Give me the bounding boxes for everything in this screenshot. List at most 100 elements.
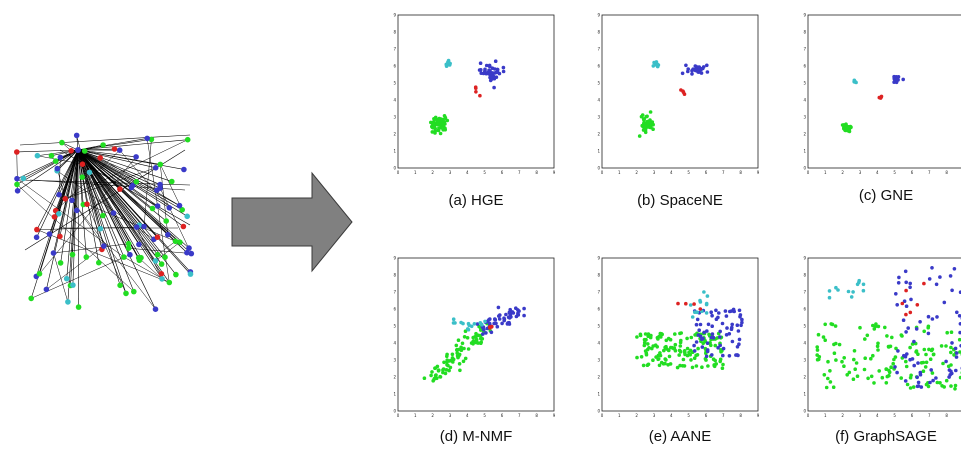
data-point-green: [854, 361, 859, 365]
graph-node: [56, 211, 62, 217]
data-point-green: [834, 341, 838, 346]
graph-node: [100, 142, 106, 148]
graph-edge: [36, 149, 79, 230]
graph-node: [14, 175, 20, 182]
y-tick-label: 1: [803, 149, 806, 154]
data-point-green: [944, 378, 949, 383]
scatter-points: [429, 58, 506, 136]
data-point-blue: [488, 317, 492, 321]
x-tick-label: 1: [824, 170, 827, 175]
graph-node: [158, 271, 165, 277]
graph-edge: [60, 149, 79, 263]
x-tick-label: 8: [739, 413, 742, 418]
x-tick-label: 4: [670, 413, 673, 418]
y-tick-label: 4: [393, 98, 396, 103]
x-tick-label: 3: [449, 413, 452, 418]
data-point-red: [478, 93, 482, 98]
data-point-blue: [710, 353, 714, 357]
x-tick-label: 0: [807, 170, 810, 175]
data-point-blue: [740, 320, 744, 325]
data-point-blue: [919, 385, 924, 389]
data-point-green: [824, 385, 829, 390]
data-point-blue: [701, 336, 705, 341]
data-point-red: [904, 312, 908, 317]
data-point-green: [833, 324, 838, 328]
data-point-green: [437, 117, 442, 121]
data-point-green: [862, 367, 867, 372]
x-tick-label: 4: [466, 413, 469, 418]
x-tick-label: 8: [739, 170, 742, 175]
graph-node: [180, 223, 187, 230]
data-point-cyan: [827, 295, 832, 300]
right-arrow-icon: [231, 171, 353, 273]
graph-node: [48, 152, 55, 159]
data-point-green: [643, 332, 648, 336]
data-point-green: [429, 373, 433, 378]
data-point-blue: [704, 354, 709, 359]
x-tick-label: 2: [431, 413, 434, 418]
y-tick-label: 8: [597, 273, 600, 278]
data-point-green: [640, 113, 645, 117]
data-point-green: [474, 331, 478, 336]
data-point-green: [832, 351, 837, 356]
data-point-green: [447, 368, 451, 373]
graph-node: [84, 201, 90, 207]
data-point-green: [718, 357, 723, 362]
data-point-blue: [698, 322, 703, 327]
data-point-blue: [958, 290, 961, 294]
data-point-green: [899, 376, 903, 380]
data-point-blue: [720, 321, 725, 326]
data-point-green: [949, 363, 953, 367]
data-point-green: [673, 342, 678, 347]
data-point-green: [704, 358, 708, 362]
data-point-blue: [916, 384, 921, 388]
graph-node: [152, 165, 159, 171]
data-point-green: [663, 345, 667, 350]
graph-node: [141, 223, 147, 230]
graph-node: [154, 251, 161, 258]
data-point-blue: [958, 330, 961, 335]
data-point-blue: [737, 337, 742, 342]
data-point-blue: [690, 72, 694, 76]
data-point-blue: [935, 315, 939, 319]
data-point-green: [662, 348, 666, 353]
y-tick-label: 8: [803, 30, 806, 35]
graph-edge: [53, 252, 69, 303]
data-point-blue: [489, 330, 494, 335]
data-point-green: [656, 357, 661, 361]
graph-edge: [77, 149, 172, 182]
scatter-panel-1: 0 1 2 3 4 5 6 7 8 9 0 1 2 3 4 5 6 7 8 9 (a) HGE: [393, 13, 555, 210]
data-point-green: [887, 370, 892, 375]
graph-node: [163, 218, 169, 224]
scatter-points: [840, 74, 905, 134]
graph-edge: [71, 200, 156, 310]
data-point-green: [671, 346, 676, 351]
graph-node: [50, 250, 57, 256]
data-point-green: [450, 352, 455, 357]
x-tick-label: 0: [397, 170, 400, 175]
y-tick-label: 8: [597, 30, 600, 35]
graph-node: [36, 271, 43, 277]
x-tick-label: 9: [553, 413, 556, 418]
data-point-blue: [501, 65, 506, 70]
data-point-blue: [954, 351, 959, 355]
graph-edge: [77, 138, 148, 151]
graph-node: [133, 224, 140, 230]
graph-node: [51, 214, 58, 220]
data-point-blue: [730, 339, 735, 344]
data-point-green: [643, 349, 648, 353]
graph-edge: [77, 139, 188, 151]
data-point-blue: [709, 335, 714, 340]
data-point-green: [678, 349, 683, 354]
data-point-cyan: [857, 278, 861, 283]
data-point-green: [709, 343, 713, 348]
data-point-blue: [699, 67, 703, 72]
graph-node: [46, 231, 53, 237]
data-point-cyan: [695, 310, 699, 315]
data-point-blue: [481, 71, 486, 76]
data-point-blue: [904, 280, 908, 285]
graph-node: [157, 181, 163, 188]
data-point-green: [847, 370, 852, 375]
graph-node: [165, 231, 171, 238]
